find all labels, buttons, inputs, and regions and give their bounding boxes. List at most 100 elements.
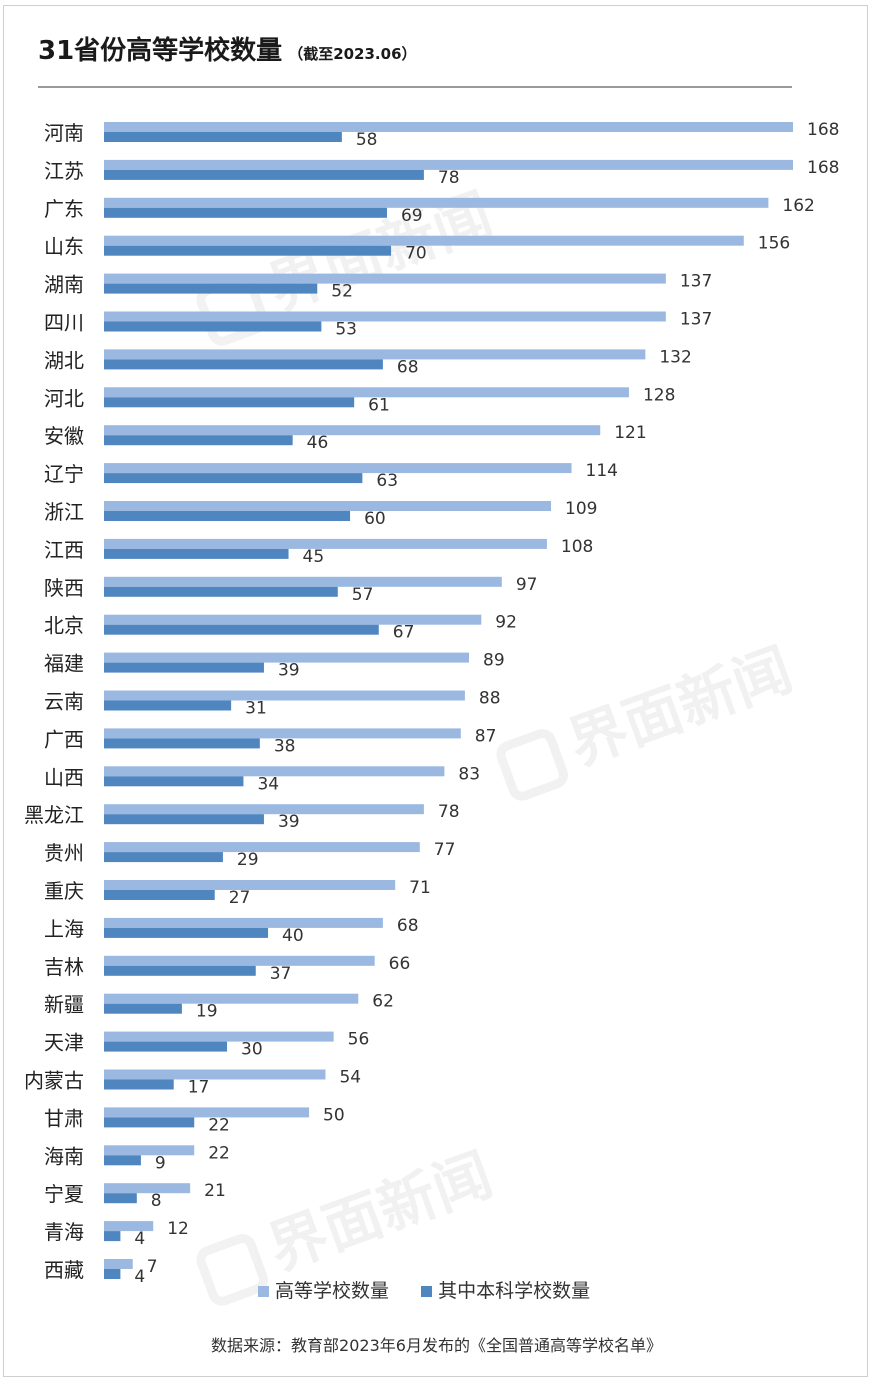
bar-undergrad xyxy=(104,700,232,711)
data-label-undergrad: 40 xyxy=(282,926,304,946)
data-label-undergrad: 52 xyxy=(331,282,353,302)
data-label-undergrad: 45 xyxy=(303,547,325,567)
data-label-undergrad: 39 xyxy=(278,661,300,681)
category-label: 湖南 xyxy=(44,273,84,297)
bar-total xyxy=(104,159,793,170)
data-label-undergrad: 30 xyxy=(241,1040,263,1060)
data-label-total: 121 xyxy=(614,423,646,443)
category-label: 福建 xyxy=(44,652,84,676)
data-label-total: 50 xyxy=(323,1105,345,1125)
category-label: 海南 xyxy=(44,1144,84,1168)
chart-title-block: 31省份高等学校数量 （截至2023.06） xyxy=(38,30,417,67)
category-label: 安徽 xyxy=(44,424,84,448)
category-label: 浙江 xyxy=(44,500,84,524)
category-label: 甘肃 xyxy=(44,1106,84,1130)
data-label-undergrad: 57 xyxy=(352,585,374,605)
bar-undergrad xyxy=(104,1041,228,1052)
category-label: 内蒙古 xyxy=(24,1069,84,1093)
category-label: 广东 xyxy=(44,197,84,221)
category-label: 北京 xyxy=(44,614,84,638)
bar-undergrad xyxy=(104,738,260,749)
data-label-total: 87 xyxy=(475,726,497,746)
category-label: 辽宁 xyxy=(44,462,84,486)
bar-undergrad xyxy=(104,245,392,256)
data-label-total: 114 xyxy=(586,461,618,481)
data-label-total: 22 xyxy=(208,1143,230,1163)
bar-total xyxy=(104,1069,326,1080)
data-label-total: 54 xyxy=(339,1068,361,1088)
bar-undergrad xyxy=(104,965,256,976)
data-label-undergrad: 4 xyxy=(134,1229,145,1249)
bar-total xyxy=(104,122,793,132)
data-label-undergrad: 38 xyxy=(274,736,296,756)
data-label-total: 168 xyxy=(807,120,839,140)
bar-undergrad xyxy=(104,321,322,332)
bar-total xyxy=(104,538,547,549)
category-label: 天津 xyxy=(44,1031,84,1055)
data-label-undergrad: 27 xyxy=(229,888,251,908)
bar-undergrad xyxy=(104,890,215,900)
data-label-undergrad: 69 xyxy=(401,206,423,226)
data-label-undergrad: 19 xyxy=(196,1002,218,1022)
data-label-undergrad: 68 xyxy=(397,357,419,377)
bar-undergrad xyxy=(104,662,264,673)
bar-undergrad xyxy=(104,132,342,142)
data-label-undergrad: 22 xyxy=(208,1115,230,1135)
data-label-total: 168 xyxy=(807,158,839,178)
category-label: 青海 xyxy=(44,1220,84,1244)
bar-total xyxy=(104,690,465,701)
legend-swatch-series2 xyxy=(421,1286,433,1297)
bar-total xyxy=(104,1221,154,1232)
data-label-total: 137 xyxy=(680,310,712,330)
legend-label-series2: 其中本科学校数量 xyxy=(438,1280,591,1302)
bar-undergrad xyxy=(104,1193,137,1204)
data-label-total: 109 xyxy=(565,499,597,519)
bar-undergrad xyxy=(104,852,223,863)
bar-total xyxy=(104,993,359,1004)
data-label-undergrad: 63 xyxy=(376,471,398,491)
bar-total xyxy=(104,804,424,815)
legend-swatch-series1 xyxy=(258,1286,269,1297)
category-label: 贵州 xyxy=(44,841,84,865)
bar-total xyxy=(104,235,744,246)
bar-undergrad xyxy=(104,473,363,484)
bar-undergrad xyxy=(104,359,383,370)
bar-total xyxy=(104,463,572,474)
category-label: 陕西 xyxy=(44,576,84,600)
category-label: 四川 xyxy=(44,311,84,335)
data-label-total: 66 xyxy=(389,954,411,974)
data-label-total: 128 xyxy=(643,385,675,405)
data-label-total: 62 xyxy=(372,992,394,1012)
data-label-total: 71 xyxy=(409,878,431,898)
category-label: 江苏 xyxy=(44,159,84,183)
bar-total xyxy=(104,273,666,284)
bar-undergrad xyxy=(104,1155,141,1166)
data-label-undergrad: 37 xyxy=(270,964,292,984)
data-label-undergrad: 9 xyxy=(155,1153,166,1173)
bar-total xyxy=(104,917,383,928)
bar-total xyxy=(104,842,420,853)
category-label: 黑龙江 xyxy=(24,803,84,827)
bar-undergrad xyxy=(104,1231,121,1242)
category-label: 江西 xyxy=(44,538,84,562)
data-label-total: 77 xyxy=(434,840,456,860)
bar-total xyxy=(104,197,769,208)
data-label-total: 56 xyxy=(348,1030,370,1050)
bar-total xyxy=(104,349,646,360)
data-label-total: 12 xyxy=(167,1219,189,1239)
data-label-total: 21 xyxy=(204,1181,226,1201)
bar-total xyxy=(104,880,396,890)
category-label: 山西 xyxy=(44,765,84,789)
data-label-undergrad: 31 xyxy=(245,699,267,719)
bar-undergrad xyxy=(104,1269,121,1279)
data-label-undergrad: 58 xyxy=(356,130,378,150)
category-label: 重庆 xyxy=(44,879,84,903)
bar-total xyxy=(104,387,629,398)
bar-total xyxy=(104,1183,191,1194)
data-label-undergrad: 70 xyxy=(405,244,427,264)
data-label-undergrad: 78 xyxy=(438,168,460,188)
category-label: 广西 xyxy=(44,727,84,751)
bar-total xyxy=(104,501,552,511)
bar-undergrad xyxy=(104,435,293,446)
